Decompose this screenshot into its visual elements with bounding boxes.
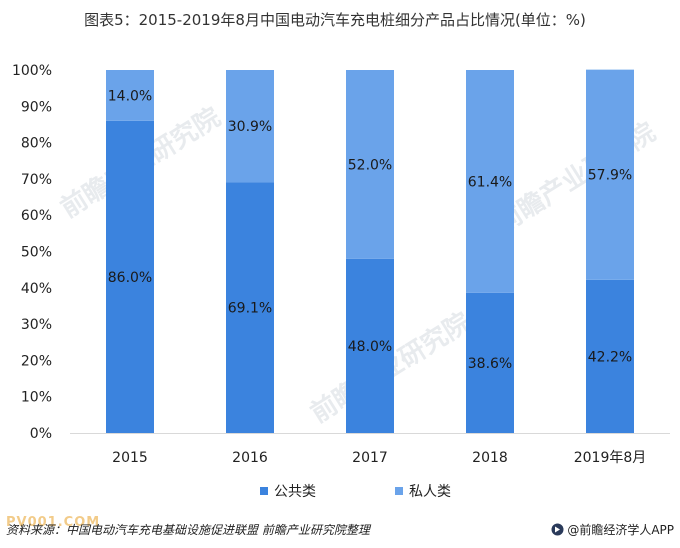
bar-public bbox=[586, 279, 634, 433]
bar-private bbox=[226, 70, 274, 183]
data-label: 61.4% bbox=[468, 174, 512, 190]
x-tick-label: 2018 bbox=[472, 450, 508, 466]
legend: 公共类 私人类 bbox=[260, 484, 451, 500]
y-tick-label: 50% bbox=[21, 245, 52, 261]
bar-private bbox=[466, 70, 514, 293]
y-tick-label: 90% bbox=[21, 99, 52, 115]
x-tick-label: 2017 bbox=[352, 450, 388, 466]
legend-swatch-public bbox=[260, 487, 268, 495]
y-tick-label: 30% bbox=[21, 317, 52, 333]
footer-watermark: PV001.COM bbox=[6, 515, 101, 530]
y-tick-label: 40% bbox=[21, 281, 52, 297]
data-label: 69.1% bbox=[228, 301, 272, 317]
data-label: 14.0% bbox=[108, 88, 152, 104]
brand: @前瞻经济学人APP bbox=[551, 521, 674, 538]
data-label: 57.9% bbox=[588, 168, 632, 184]
legend-label: 公共类 bbox=[274, 484, 316, 500]
y-tick-label: 100% bbox=[12, 63, 52, 79]
bar-public bbox=[346, 258, 394, 433]
bar-public bbox=[466, 292, 514, 433]
data-label: 30.9% bbox=[228, 119, 272, 135]
legend-swatch-private bbox=[395, 487, 403, 495]
footer: PV001.COM 资料来源：中国电动汽车充电基础设施促进联盟 前瞻产业研究院整… bbox=[0, 515, 680, 548]
y-tick-label: 80% bbox=[21, 136, 52, 152]
y-tick-label: 70% bbox=[21, 172, 52, 188]
bar-private bbox=[346, 70, 394, 259]
bars-layer: 86.0% 14.0% 69.1% 30.9% 48.0% 52.0% 38.6% 61.4%… bbox=[106, 69, 634, 433]
data-label: 52.0% bbox=[348, 157, 392, 173]
bar-public bbox=[226, 182, 274, 433]
source-note: 资料来源：中国电动汽车充电基础设施促进联盟 前瞻产业研究院整理 bbox=[6, 523, 370, 537]
x-tick-label: 2019年8月 bbox=[574, 450, 647, 466]
y-axis: 0% 10% 20% 30% 40% 50% 60% 70% 80% 90% 100% bbox=[12, 63, 670, 442]
y-tick-label: 60% bbox=[21, 208, 52, 224]
data-label: 38.6% bbox=[468, 356, 512, 372]
watermark-text: 前瞻产业研究院 bbox=[490, 116, 661, 239]
bar-private bbox=[106, 70, 154, 121]
legend-label: 私人类 bbox=[409, 484, 451, 500]
chart-title: 图表5：2015-2019年8月中国电动汽车充电桩细分产品占比情况(单位：%) bbox=[84, 11, 586, 29]
chart-svg: 图表5：2015-2019年8月中国电动汽车充电桩细分产品占比情况(单位：%) … bbox=[12, 11, 670, 500]
brand-logo-icon bbox=[551, 523, 564, 536]
data-label: 86.0% bbox=[108, 270, 152, 286]
data-label: 48.0% bbox=[348, 339, 392, 355]
bar-private bbox=[586, 69, 634, 280]
bar-public bbox=[106, 120, 154, 433]
data-label: 42.2% bbox=[588, 349, 632, 365]
x-tick-label: 2016 bbox=[232, 450, 268, 466]
x-tick-label: 2015 bbox=[112, 450, 148, 466]
y-tick-label: 0% bbox=[30, 426, 52, 442]
brand-label: @前瞻经济学人APP bbox=[567, 523, 674, 537]
y-tick-label: 10% bbox=[21, 390, 52, 406]
y-tick-label: 20% bbox=[21, 353, 52, 369]
x-axis: 2015 2016 2017 2018 2019年8月 bbox=[112, 450, 646, 466]
